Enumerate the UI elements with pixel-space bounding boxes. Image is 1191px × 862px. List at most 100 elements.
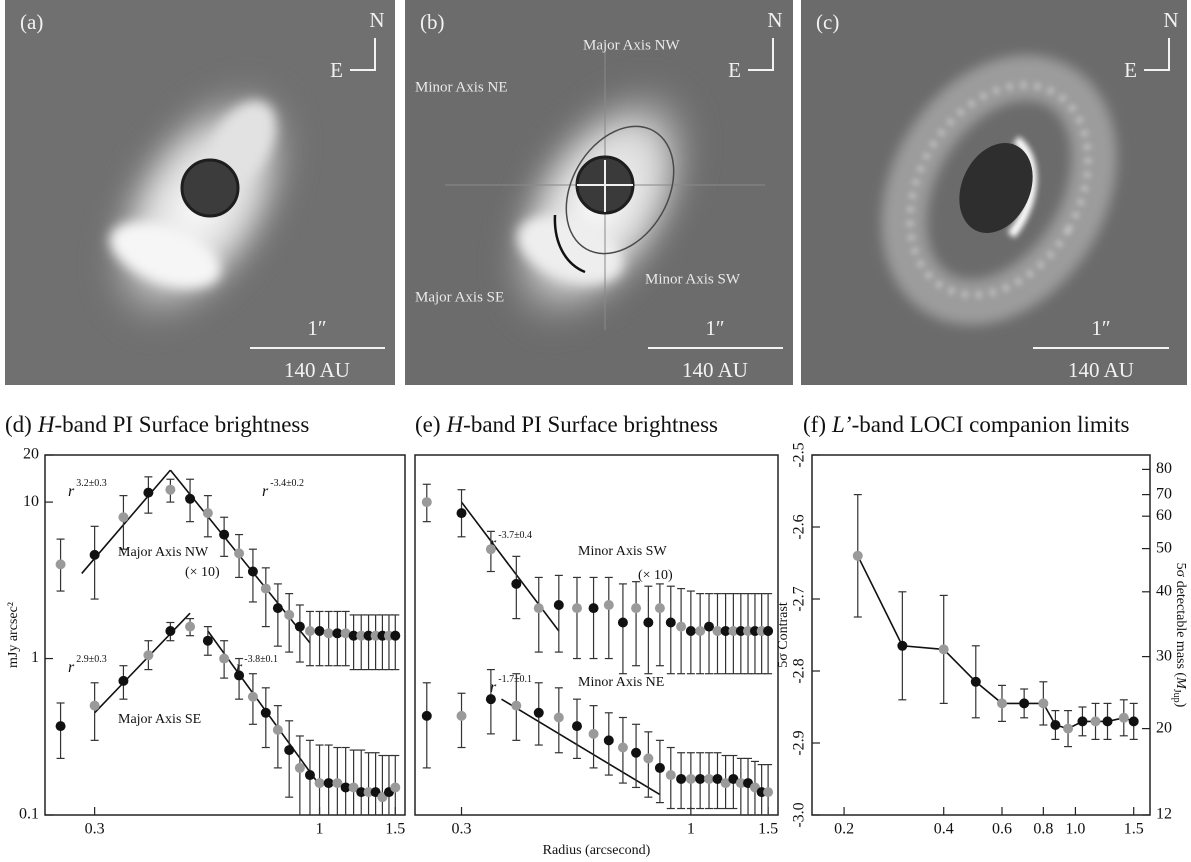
x-tick-label: 1.5 <box>1124 821 1144 838</box>
data-point <box>165 484 176 495</box>
y-tick-label: -2.6 <box>791 514 808 539</box>
data-point <box>511 700 522 711</box>
title-part: -band PI Surface brightness <box>463 412 718 437</box>
title-part: H <box>446 412 465 437</box>
fit-annotation: r 3.2±0.3 <box>68 478 107 499</box>
data-point <box>712 773 723 784</box>
compass-north: N <box>369 8 384 32</box>
y2-tick-label: 30 <box>1156 647 1172 664</box>
label-part: M <box>1173 676 1188 690</box>
data-point <box>118 512 129 523</box>
data-point <box>356 630 367 641</box>
compass <box>1144 38 1170 71</box>
fit-exponent: -1.7±0.1 <box>498 674 532 685</box>
data-point <box>685 625 696 636</box>
fit-base: r <box>490 535 497 552</box>
data-point <box>185 493 196 504</box>
title-part: H <box>37 412 56 437</box>
data-point <box>735 625 746 636</box>
y2-tick-label: 70 <box>1156 485 1172 502</box>
data-point <box>456 710 467 721</box>
title-part: (f) <box>803 412 826 437</box>
y-tick-label: 20 <box>23 446 39 463</box>
data-point <box>631 603 642 614</box>
data-point <box>314 778 325 789</box>
data-point <box>485 544 496 555</box>
data-point <box>118 675 129 686</box>
data-point <box>1050 720 1061 730</box>
y-axis-label: 5σ Contrast <box>776 602 791 668</box>
data-point <box>143 650 154 661</box>
compass-east: E <box>330 58 343 82</box>
image-panel: (b) N E Major Axis NW Minor Axis NE Majo… <box>405 0 793 385</box>
data-point <box>304 625 315 636</box>
compass <box>350 38 376 71</box>
y-tick-label: -2.5 <box>791 442 808 467</box>
data-point <box>676 773 687 784</box>
data-point <box>588 603 599 614</box>
data-point <box>332 628 343 639</box>
scale-au: 140 AU <box>1068 358 1134 382</box>
y-tick-label: -2.9 <box>791 730 808 755</box>
data-point <box>363 787 374 798</box>
x-tick-label: 0.4 <box>934 821 954 838</box>
data-point <box>643 753 654 764</box>
data-point <box>202 635 213 646</box>
y2-tick-label: 20 <box>1156 719 1172 736</box>
plot-frame <box>44 454 406 816</box>
contour <box>565 125 675 255</box>
data-point <box>553 599 564 610</box>
series-label: Major Axis NW <box>118 545 209 560</box>
fit-annotation: r -3.7±0.4 <box>490 530 532 551</box>
y-tick-label: 0.1 <box>19 806 39 823</box>
data-point <box>1090 716 1101 727</box>
fit-annotation: r -1.7±0.1 <box>490 674 532 695</box>
data-point <box>617 742 628 753</box>
data-point <box>712 625 723 636</box>
y2-tick-label: 50 <box>1156 539 1172 556</box>
data-point <box>234 548 245 559</box>
x-tick-label: 1.5 <box>385 821 405 838</box>
y-axis-label: mJy arcsec² <box>6 602 21 668</box>
disk-bright <box>517 216 623 284</box>
disk-bright <box>109 222 221 288</box>
mask <box>959 143 1033 233</box>
panel-label: (a) <box>20 10 43 34</box>
chart-title: (f) L’-band LOCI companion limits <box>803 412 1130 437</box>
data-point <box>219 529 230 540</box>
axis-annotation: Major Axis NW <box>583 37 681 53</box>
y2-tick-label: 40 <box>1156 582 1172 599</box>
data-point <box>511 578 522 589</box>
data-point <box>185 621 196 632</box>
x-axis-label: Radius (arcsecond) <box>543 843 651 858</box>
x-tick-label: 1 <box>687 821 695 838</box>
data-point <box>323 778 334 789</box>
axis-annotation: Major Axis SE <box>415 289 504 305</box>
fit-exponent: -3.7±0.4 <box>498 530 532 541</box>
data-point <box>704 773 715 784</box>
x-tick-label: 1.5 <box>758 821 778 838</box>
data-point <box>55 559 66 570</box>
y2-tick-label: 12 <box>1156 806 1172 823</box>
data-point <box>390 630 401 641</box>
data-point <box>533 603 544 614</box>
data-point <box>1128 716 1139 727</box>
data-point <box>165 625 176 636</box>
data-point <box>735 778 746 789</box>
data-point <box>340 782 351 793</box>
data-point <box>363 630 374 641</box>
compass-north: N <box>1163 8 1178 32</box>
fit-exponent: 2.9±0.3 <box>76 654 107 665</box>
y2-tick-label: 80 <box>1156 460 1172 477</box>
series-label: Minor Axis SW <box>578 544 667 559</box>
scale-au: 140 AU <box>284 358 350 382</box>
data-point <box>284 745 295 756</box>
data-point <box>996 698 1007 709</box>
data-point <box>695 625 706 636</box>
scale-arcsec: 1″ <box>705 316 724 340</box>
data-point <box>356 787 367 798</box>
data-point <box>728 773 739 784</box>
data-point <box>202 508 213 519</box>
